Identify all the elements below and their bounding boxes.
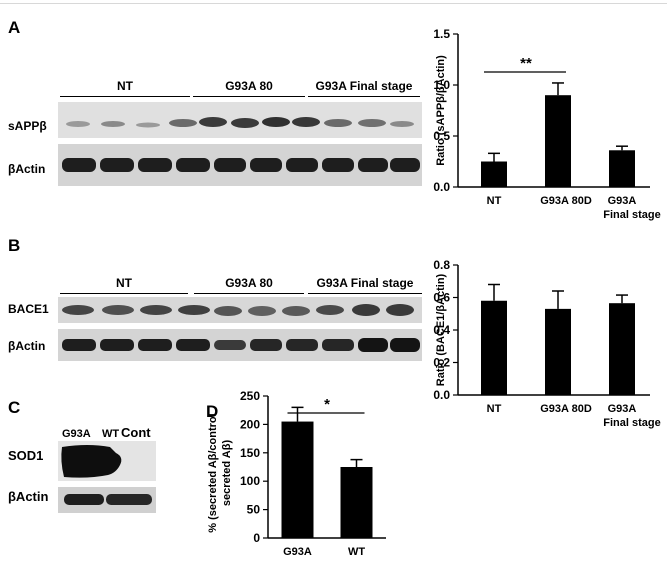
row-label-bactin-b: βActin <box>8 339 46 353</box>
row-label-bace1: BACE1 <box>8 302 49 316</box>
y-tick-label: 0.5 <box>433 129 450 143</box>
bar <box>609 303 635 395</box>
group-label-g93a80-b: G93A 80 <box>225 276 273 290</box>
row-label-bactin-c: βActin <box>8 489 49 504</box>
significance-label: ** <box>520 55 532 72</box>
group-line-nt-b <box>60 293 188 294</box>
y-axis-label: Ratio (BACE1/βActin) <box>435 273 447 386</box>
x-tick-label: G93A <box>608 403 637 415</box>
group-label-final: G93A Final stage <box>315 79 413 93</box>
bar <box>545 308 571 395</box>
y-tick-label: 0 <box>253 531 260 545</box>
blot-c-band-actin-2 <box>106 494 152 505</box>
y-tick-label: 100 <box>240 474 260 488</box>
y-tick-label: 50 <box>247 503 261 517</box>
y-tick-label: 250 <box>240 389 260 403</box>
panel-letter-a: A <box>8 18 21 37</box>
top-divider <box>0 3 667 4</box>
y-tick-label: 200 <box>240 417 260 431</box>
y-axis-label: Ratio (sAPPβ/βActin) <box>435 55 447 166</box>
blot-c-band-actin-1 <box>64 494 104 505</box>
y-tick-label: 0.8 <box>433 258 450 272</box>
group-line-g93a80 <box>193 96 305 97</box>
x-tick-label: G93A 80D <box>540 195 592 207</box>
blot-b <box>58 297 422 361</box>
x-tick-label: G93A <box>283 546 312 558</box>
group-line-g93a80-b <box>194 293 304 294</box>
blot-c-band-sod1 <box>61 445 122 478</box>
x-tick-label: NT <box>487 195 502 207</box>
y-tick-label: 0.2 <box>433 356 450 370</box>
x-tick-label: NT <box>487 403 502 415</box>
lane-label-g93a: G93A <box>62 428 91 440</box>
y-tick-label: 1.5 <box>433 27 450 41</box>
lane-label-cont: Cont <box>121 425 151 440</box>
bar <box>545 95 571 187</box>
y-tick-label: 0.0 <box>433 388 450 402</box>
row-label-sod1: SOD1 <box>8 448 44 463</box>
x-tick-sublabel: Final stage <box>603 209 660 221</box>
lane-label-wt: WT <box>102 428 120 440</box>
x-tick-sublabel: Final stage <box>603 417 660 429</box>
bar <box>481 300 507 395</box>
group-label-g93a80: G93A 80 <box>225 79 273 93</box>
group-line-nt <box>60 96 190 97</box>
y-tick-label: 150 <box>240 446 260 460</box>
group-label-nt: NT <box>117 79 133 93</box>
blot-c <box>58 441 156 513</box>
y-tick-label: 0.0 <box>433 180 450 194</box>
panel-letter-b: B <box>8 236 21 255</box>
blot-b-bands-actin <box>62 338 420 352</box>
y-tick-label: 0.6 <box>433 291 450 305</box>
significance-label: * <box>324 396 330 413</box>
blot-a-bands-sappb <box>66 117 414 128</box>
row-label-bactin-a: βActin <box>8 162 46 176</box>
row-label-sappb: sAPPβ <box>8 119 47 133</box>
y-tick-label: 1.0 <box>433 78 450 92</box>
group-line-final-b <box>308 293 422 294</box>
panel-letter-d: D <box>206 402 219 421</box>
y-axis-label: secreted Aβ) <box>221 440 233 507</box>
x-tick-label: G93A 80D <box>540 403 592 415</box>
chart-d: 0 50 100 150 200 250 % (secreted Aβ/control sec… <box>207 389 386 558</box>
y-axis-label: % (secreted Aβ/control <box>207 413 219 532</box>
group-line-final <box>308 96 420 97</box>
bar <box>281 421 314 538</box>
bar <box>340 467 373 538</box>
x-tick-label: WT <box>348 546 365 558</box>
blot-a-bands-actin <box>62 158 420 172</box>
group-label-final-b: G93A Final stage <box>316 276 414 290</box>
panel-letter-c: C <box>8 398 21 417</box>
bar <box>609 150 635 187</box>
blot-a <box>58 102 422 186</box>
bar <box>481 161 507 187</box>
blot-b-bands-bace1 <box>62 304 414 316</box>
chart-a: 0.0 0.5 1.0 1.5 Ratio (sAPPβ/βActin) NT G93A 8… <box>433 27 660 221</box>
group-label-nt-b: NT <box>116 276 132 290</box>
y-tick-label: 0.4 <box>433 323 450 337</box>
x-tick-label: G93A <box>608 195 637 207</box>
